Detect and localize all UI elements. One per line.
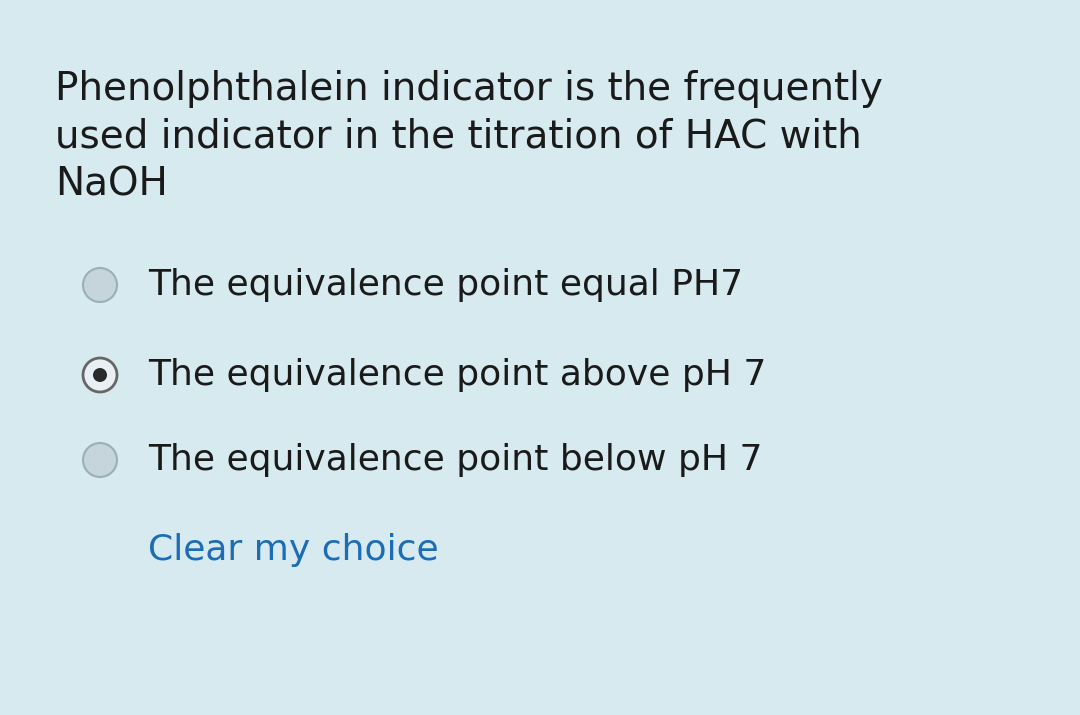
- Circle shape: [83, 443, 117, 477]
- Text: Clear my choice: Clear my choice: [148, 533, 438, 567]
- Text: NaOH: NaOH: [55, 166, 167, 204]
- Text: used indicator in the titration of HAC with: used indicator in the titration of HAC w…: [55, 118, 862, 156]
- Text: The equivalence point above pH 7: The equivalence point above pH 7: [148, 358, 767, 392]
- Text: The equivalence point equal PH7: The equivalence point equal PH7: [148, 268, 743, 302]
- Circle shape: [83, 358, 117, 392]
- Text: The equivalence point below pH 7: The equivalence point below pH 7: [148, 443, 762, 477]
- Circle shape: [83, 268, 117, 302]
- Circle shape: [93, 368, 107, 382]
- Text: Phenolphthalein indicator is the frequently: Phenolphthalein indicator is the frequen…: [55, 70, 882, 108]
